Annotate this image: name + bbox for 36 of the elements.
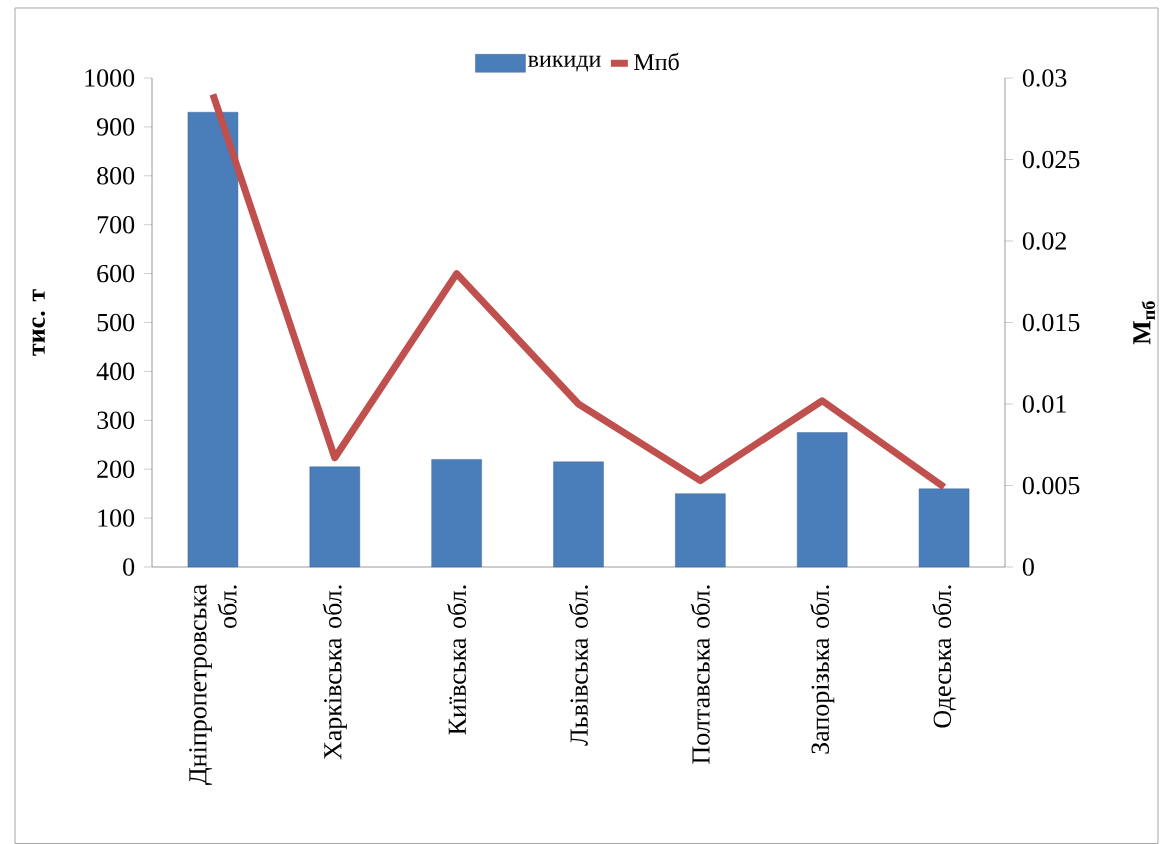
x-tick-label: Запорізька обл. (810, 585, 835, 754)
x-tick-label: Київська обл. (447, 585, 467, 735)
x-tick-label: Львівська обл. (569, 585, 588, 746)
bar (797, 432, 848, 568)
y2-axis-title: М$_{пб}$ (1133, 301, 1155, 345)
y2-tick-label: 0.02 (1022, 232, 1066, 250)
x-tick-label: Одеська обл. (932, 585, 956, 728)
y-tick-label: 0 (123, 558, 135, 576)
bar (431, 459, 482, 568)
y-tick-label: 200 (97, 460, 135, 478)
y-tick-label: 300 (97, 411, 135, 430)
y2-tick-label: 0.03 (1022, 69, 1067, 87)
x-tick-label: Полтавська обл. (690, 585, 710, 764)
legend-label: викиди (528, 55, 601, 72)
legend-label: Мпб (634, 52, 679, 71)
x-tick-label: Дніпропетровська обл. (189, 584, 237, 785)
y-tick-label: 500 (97, 313, 135, 332)
bar (918, 488, 970, 568)
y2-tick-label: 0.025 (1022, 150, 1080, 169)
y2-tick-label: 0 (1022, 558, 1034, 576)
y-tick-label: 800 (97, 167, 135, 185)
y2-tick-label: 0.005 (1022, 476, 1080, 495)
y-tick-label: 400 (96, 362, 135, 381)
y-tick-label: 100 (98, 509, 135, 527)
x-tick-label: Харківська обл. (322, 585, 347, 760)
y2-tick-label: 0.01 (1022, 395, 1066, 413)
bar (309, 466, 360, 568)
y-axis-title: тис. т (32, 289, 46, 356)
y-tick-label: 900 (96, 118, 135, 136)
y-tick-label: 1000 (85, 69, 135, 87)
bar (675, 493, 726, 568)
bar (553, 461, 604, 568)
bar (187, 112, 239, 568)
y-tick-label: 700 (97, 215, 135, 234)
y-tick-label: 600 (97, 264, 135, 283)
y2-tick-label: 0.015 (1022, 313, 1080, 332)
